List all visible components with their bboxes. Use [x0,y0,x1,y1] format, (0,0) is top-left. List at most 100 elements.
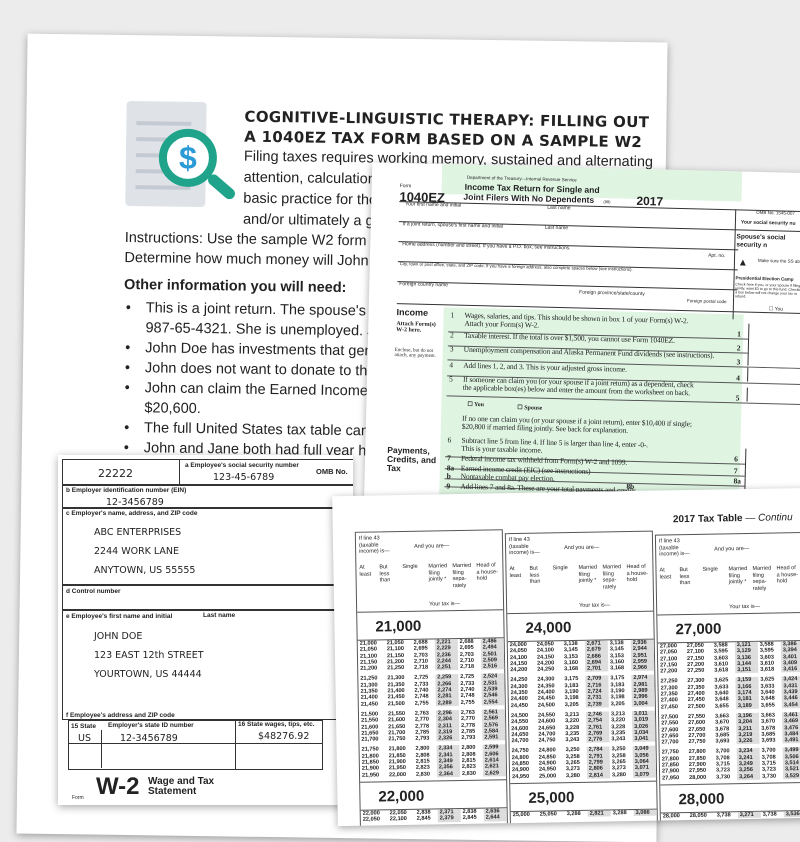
foreign-country-field[interactable]: Foreign country name [399,281,449,289]
w2-control-code: 22222 [98,467,133,480]
apt-field[interactable]: Apt. no. [708,252,726,260]
line-box-label: 4 [736,373,740,383]
tax-cell: 25,000 [538,772,557,780]
tax-table-block: 24,000 24,050 3,138 2,671 3,138 2,936 24,050 24… [508,639,657,780]
tax-table-block: 27,000 27,050 3,588 3,121 3,588 3,386 27,050 27… [658,641,800,781]
w2-address-label: f Employee's address and ZIP code [66,712,175,719]
tax-cell: 28,000 [662,813,680,820]
last-name-field[interactable]: Last name [547,204,571,212]
spouse-first-name-field[interactable]: If a joint return, spouse's first name a… [402,221,503,230]
tax-cell: 2,814 [586,772,611,779]
magnifier-handle-icon [205,172,238,202]
ssn-field[interactable]: Your social security nu [740,219,796,227]
tax-cell: 21,950 [361,772,380,779]
checkbox-you[interactable]: ☐ You [467,401,485,409]
line-box-label: 1 [737,329,741,339]
w2-employer: ABC ENTERPRISES 2244 WORK LANE ANYTOWN, … [94,523,195,580]
enclose-note: Enclose, but do not attach, any payment. [394,348,436,360]
line-5-amount-input[interactable] [746,387,800,404]
tax-cell: 3,086 [633,809,657,817]
hdr-mfs: Married filing sepa-rately [602,564,622,591]
thousand-heading: 27,000 [657,613,800,644]
hdr-and-you-are: And you are— [564,544,600,552]
line-text-2: Attach your Form(s) W-2. [464,318,540,330]
tax-cell: 28,050 [689,812,707,819]
tax-cell: 27,950 [662,774,680,782]
tax-cell: 3,271 [737,811,761,819]
tax-cell: 3,288 [612,810,627,817]
w2-state-wages: $48276.92 [258,731,310,742]
first-name-field[interactable]: Your first name and initial [405,201,462,209]
tax-cell: 3,280 [565,772,581,779]
line-3-amount-input[interactable] [747,351,800,368]
hdr-mfj: Married filing jointly * [428,563,448,583]
tax-cell: 3,446 [781,695,800,703]
tax-cell: 3,738 [716,812,731,819]
tax-cell: 3,288 [566,810,581,818]
hdr-at-least: At least [659,567,672,581]
tax-cell: 3,529 [782,772,800,780]
tax-cell: 2,830 [461,770,477,777]
tax-table-column: If line 43 (taxable income) is— And you … [504,530,659,827]
tax-table-row: 28,000 28,050 3,738 3,271 3,738 3,536 [661,810,800,820]
tax-cell: 2,629 [482,769,507,777]
employee-line: 123 EAST 12th STREET [94,650,204,661]
w2-ein-label: b Employer identification number (EIN) [66,487,187,494]
hdr-your-tax: Your tax is— [729,603,761,611]
tax-table-row: 21,950 22,000 2,830 2,364 2,830 2,629 [360,769,507,779]
line-number: b [446,471,451,481]
w2-form-name: W-2 [96,773,140,800]
w2-state-id-label: Employer's state ID number [108,722,194,729]
tax-cell: 3,416 [781,666,800,673]
w2-employee: JOHN DOE 123 EAST 12th STREET YOURTOWN, … [94,627,204,684]
city-field[interactable]: City, town or post office, state, and ZI… [399,261,633,272]
tax-table-title-suffix: — Continu [745,512,793,525]
tax-cell: 3,469 [782,718,800,725]
w2-control-label: d Control number [66,588,121,595]
worksheet-title: COGNITIVE-LINGUISTIC THERAPY: FILLING OU… [244,107,650,152]
hdr-and-you-are: And you are— [413,543,450,550]
foreign-province-field[interactable]: Foreign province/state/county [579,289,645,298]
hdr-single: Single [702,566,718,573]
form-1040ez: Form 1040EZ Department of the Treasury—I… [363,162,800,519]
w2-omb: OMB No. [316,467,348,476]
foreign-postal-field[interactable]: Foreign postal code [686,298,727,305]
line-number: 9 [446,481,451,491]
tax-cell: 3,730 [761,773,777,780]
line-number: 5 [448,374,453,384]
hdr-if-line: If line 43 (taxable income) is— [508,536,540,557]
hdr-your-tax: Your tax is— [429,600,461,608]
line-box-label: 2 [736,343,741,353]
tax-cell: 28,000 [689,774,707,781]
checkbox-spouse-label: Spouse [524,405,543,412]
w2-state-label: 15 State [71,723,96,730]
line-number: 1 [450,310,455,320]
line-number: 3 [449,344,454,354]
w2-state: US [78,733,91,744]
thousand-heading: 25,000 [510,780,657,813]
tax-table-column: If line 43 (taxable income) is— And you … [354,529,508,827]
hdr-but-less: But less than [379,564,391,584]
line-number: 6 [447,435,452,445]
home-address-field[interactable]: Home address (number and street). If you… [402,241,571,252]
tax-table-row: 22,050 22,100 2,845 2,379 2,845 2,644 [361,814,507,823]
tax-cell: 2,821 [587,810,611,818]
income-heading: Income [396,307,429,318]
tax-cell: 3,280 [611,771,627,779]
checkbox-spouse[interactable]: ☐ Spouse [517,405,543,412]
spouse-last-name-field[interactable]: Last name [544,224,569,232]
tax-cell: 3,264 [737,773,761,781]
w2-ssn: 123-45-6789 [213,472,275,483]
pec-text: Check here if you, or your spouse if fil… [735,282,800,299]
hdr-but-less: But less than [529,565,541,585]
spouse-ssn-field[interactable]: Spouse's social security n [736,233,786,249]
line-box-label: 5 [735,393,740,403]
thousand-heading: 28,000 [660,781,800,814]
thousand-heading: 24,000 [507,611,654,643]
line-4-amount-input[interactable] [747,367,800,384]
hdr-if-line: If line 43 (taxable income) is— [358,535,390,555]
tax-table-title-text: 2017 Tax Table [672,513,743,526]
hdr-mfs: Married filing sepa-rately [752,565,772,592]
hdr-mfs: Married filing sepa-rately [452,562,472,589]
tax-cell: 24,950 [512,773,530,780]
